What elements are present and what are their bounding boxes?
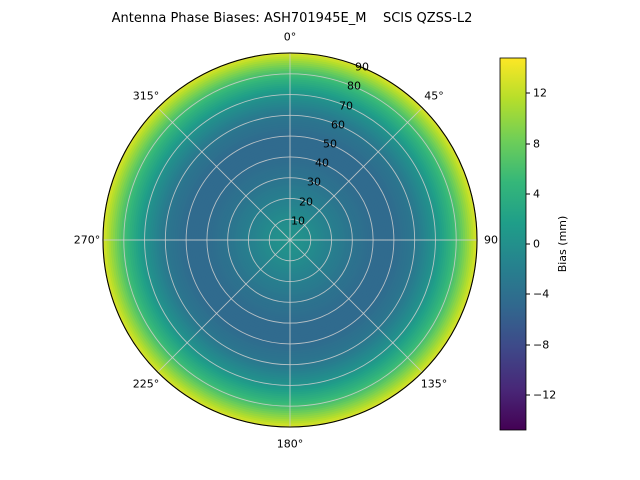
- angular-tick-label-315: 315°: [133, 90, 160, 103]
- angular-tick-labels: 0° 45° 90 135° 180° 225° 270° 315°: [74, 31, 498, 451]
- colorbar-axis-label: Bias (mm): [556, 216, 569, 273]
- radial-tick-label-50: 50: [323, 138, 337, 151]
- grid-spoke: [157, 107, 291, 241]
- radial-tick-label-80: 80: [347, 80, 361, 93]
- colorbar: 12 8 4 0 −4 −8 −12 Bias (mm): [499, 57, 569, 431]
- polar-outline: [102, 52, 478, 428]
- grid-spoke: [289, 107, 423, 241]
- colorbar-tick-label-m8: −8: [533, 339, 549, 352]
- colorbar-gradient: [499, 57, 527, 431]
- angular-tick-label-225: 225°: [133, 378, 160, 391]
- radial-tick-label-30: 30: [307, 176, 321, 189]
- colorbar-tick-label-4: 4: [533, 188, 540, 201]
- radial-tick-label-90: 90: [355, 61, 369, 74]
- chart-title: Antenna Phase Biases: ASH701945E_M SCIS …: [112, 11, 473, 26]
- colorbar-tick-label-0: 0: [533, 238, 540, 251]
- radial-tick-label-70: 70: [339, 100, 353, 113]
- radial-tick-labels: 10 20 30 40 50 60 70 80 90: [291, 61, 369, 228]
- angular-tick-label-135: 135°: [421, 378, 448, 391]
- angular-tick-label-90: 90: [484, 234, 498, 247]
- grid-spoke: [157, 239, 291, 373]
- radial-tick-label-20: 20: [299, 196, 313, 209]
- radial-tick-label-10: 10: [291, 215, 305, 228]
- colorbar-tick-label-m12: −12: [533, 389, 556, 402]
- colorbar-tick-label-8: 8: [533, 138, 540, 151]
- grid-spoke: [289, 239, 423, 373]
- polar-grid: [102, 52, 478, 428]
- radial-tick-label-40: 40: [315, 157, 329, 170]
- radial-tick-label-60: 60: [331, 119, 345, 132]
- angular-tick-label-0: 0°: [284, 31, 297, 44]
- colorbar-tick-label-m4: −4: [533, 288, 549, 301]
- angular-tick-label-180: 180°: [277, 438, 304, 451]
- angular-tick-label-270: 270°: [74, 234, 101, 247]
- angular-tick-label-45: 45°: [424, 90, 444, 103]
- colorbar-tick-label-12: 12: [533, 87, 547, 100]
